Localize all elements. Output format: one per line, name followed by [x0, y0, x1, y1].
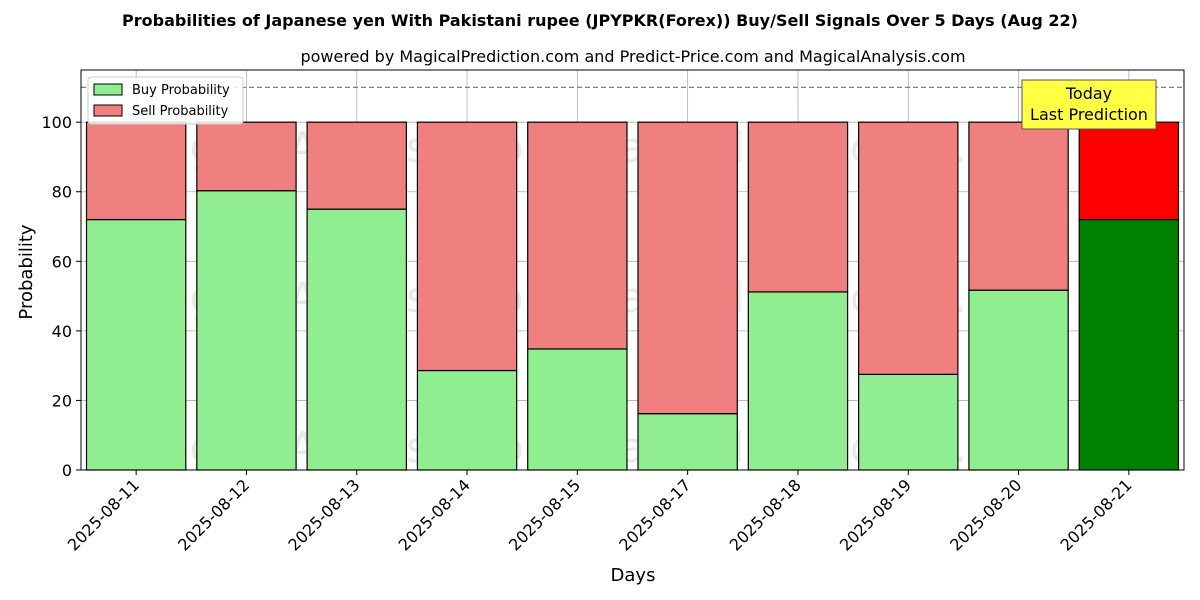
y-tick-label: 80	[52, 183, 72, 202]
buy-bar	[747, 291, 849, 471]
buy-bar	[527, 348, 628, 471]
sell-bar	[1078, 121, 1180, 221]
sell-bar	[85, 121, 187, 221]
legend-label: Sell Probability	[132, 104, 229, 119]
x-tick-label: 2025-08-19	[836, 475, 915, 554]
x-axis-label: Days	[611, 565, 656, 586]
buy-bar	[1078, 218, 1180, 471]
annotation-box	[1021, 79, 1157, 130]
sell-bar	[637, 121, 738, 415]
annotation-text: Last Prediction	[1030, 105, 1148, 124]
x-tick-label: 2025-08-12	[174, 475, 253, 554]
plot-frame	[80, 69, 1185, 471]
sell-bar	[968, 121, 1069, 291]
sell-bar	[747, 121, 849, 293]
legend-box	[87, 76, 244, 125]
legend-label: Buy Probability	[132, 83, 230, 98]
buy-bar	[306, 208, 407, 471]
sell-bar	[858, 121, 959, 375]
x-tick-label: 2025-08-21	[1056, 475, 1135, 554]
sell-bar	[306, 121, 407, 210]
y-axis-label: Probability	[16, 224, 37, 319]
x-tick-label: 2025-08-20	[946, 475, 1025, 554]
x-tick-label: 2025-08-17	[615, 475, 694, 554]
buy-bar	[858, 373, 959, 471]
annotation-text: Today	[1065, 84, 1112, 103]
bars	[81, 86, 1184, 471]
y-tick-label: 0	[62, 461, 72, 480]
y-tick-label: 40	[52, 322, 72, 341]
x-tick-label: 2025-08-14	[395, 475, 474, 554]
y-tick-label: 20	[52, 391, 72, 410]
legend: Buy Probability Sell Probability	[87, 76, 244, 125]
x-tick-label: 2025-08-18	[726, 475, 805, 554]
buy-bar	[85, 218, 187, 471]
legend-swatch	[93, 83, 123, 96]
sell-bar	[196, 121, 297, 192]
buy-bar	[416, 369, 518, 471]
buy-bar	[968, 289, 1069, 471]
x-tick-label: 2025-08-13	[284, 475, 363, 554]
y-tick-label: 100	[41, 113, 72, 132]
chart-title: Probabilities of Japanese yen With Pakis…	[122, 11, 1078, 30]
legend-swatch	[93, 104, 123, 117]
sell-bar	[416, 121, 518, 372]
buy-bar	[637, 413, 738, 471]
buy-bar	[196, 190, 297, 471]
x-tick-label: 2025-08-11	[64, 475, 143, 554]
x-tick-label: 2025-08-15	[505, 475, 584, 554]
chart-subtitle: powered by MagicalPrediction.com and Pre…	[300, 47, 965, 66]
sell-bar	[527, 121, 628, 350]
today-annotation: Today Last Prediction	[1021, 79, 1157, 130]
y-tick-label: 60	[52, 252, 72, 271]
